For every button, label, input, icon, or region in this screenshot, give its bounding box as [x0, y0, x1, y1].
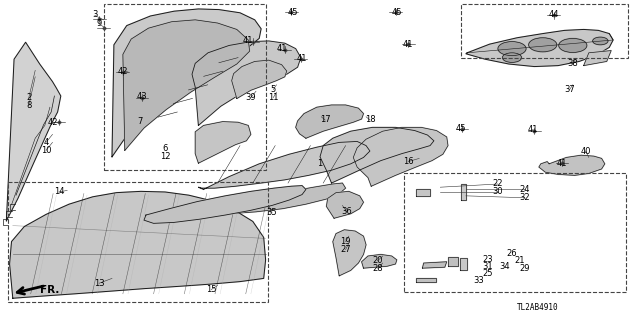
- Text: 41: 41: [527, 125, 538, 134]
- Polygon shape: [416, 278, 436, 282]
- Text: 22: 22: [493, 180, 503, 188]
- Polygon shape: [353, 127, 448, 186]
- Text: 15: 15: [206, 285, 216, 294]
- Text: 41: 41: [403, 40, 413, 49]
- Text: 27: 27: [340, 245, 351, 254]
- Polygon shape: [539, 155, 605, 175]
- Text: 4: 4: [44, 138, 49, 147]
- Text: 42: 42: [118, 67, 128, 76]
- Text: 18: 18: [365, 116, 375, 124]
- Polygon shape: [416, 189, 430, 196]
- Text: 35: 35: [267, 208, 277, 217]
- Bar: [404, 173, 626, 292]
- Polygon shape: [448, 257, 458, 266]
- Polygon shape: [326, 191, 364, 218]
- Text: 37: 37: [564, 85, 575, 94]
- Text: 42: 42: [47, 118, 58, 127]
- Text: 40: 40: [580, 147, 591, 156]
- Polygon shape: [320, 127, 434, 183]
- Circle shape: [559, 38, 587, 52]
- Polygon shape: [144, 186, 306, 223]
- Polygon shape: [112, 9, 261, 157]
- Polygon shape: [460, 258, 467, 270]
- Text: 11: 11: [268, 93, 278, 102]
- Polygon shape: [123, 20, 250, 150]
- Text: 6: 6: [163, 144, 168, 153]
- Text: 16: 16: [403, 157, 413, 166]
- Text: 14: 14: [54, 188, 64, 196]
- Text: 41: 41: [557, 159, 567, 168]
- Text: 34: 34: [499, 262, 509, 271]
- Text: 2: 2: [26, 93, 31, 102]
- Text: 36: 36: [342, 207, 352, 216]
- Polygon shape: [362, 254, 397, 268]
- Text: 5: 5: [271, 85, 276, 94]
- Text: 13: 13: [94, 279, 104, 288]
- Text: 28: 28: [372, 264, 383, 273]
- Text: 39: 39: [246, 93, 256, 102]
- Bar: [8, 182, 268, 302]
- Circle shape: [593, 37, 608, 45]
- Text: 21: 21: [515, 256, 525, 265]
- Text: TL2AB4910: TL2AB4910: [516, 303, 559, 312]
- Polygon shape: [192, 41, 301, 125]
- Text: 31: 31: [483, 262, 493, 271]
- Text: 25: 25: [483, 269, 493, 278]
- Text: 24: 24: [520, 185, 530, 194]
- Text: 26: 26: [507, 249, 517, 258]
- Text: 10: 10: [41, 146, 51, 155]
- Polygon shape: [10, 191, 266, 298]
- Circle shape: [529, 38, 557, 52]
- Text: 19: 19: [340, 237, 351, 246]
- Circle shape: [502, 53, 522, 62]
- Text: 9: 9: [97, 20, 102, 28]
- Text: 23: 23: [483, 255, 493, 264]
- Text: 30: 30: [493, 188, 503, 196]
- Text: 17: 17: [320, 116, 330, 124]
- Bar: [104, 4, 266, 170]
- Polygon shape: [422, 262, 447, 268]
- Polygon shape: [461, 184, 466, 200]
- Text: 38: 38: [568, 60, 578, 68]
- Polygon shape: [296, 105, 364, 138]
- Text: 7: 7: [137, 117, 142, 126]
- Text: 41: 41: [243, 36, 253, 45]
- Polygon shape: [6, 42, 61, 221]
- Polygon shape: [584, 51, 611, 66]
- Text: 45: 45: [392, 8, 402, 17]
- Text: 1: 1: [317, 159, 323, 168]
- Text: 29: 29: [520, 264, 530, 273]
- Text: 20: 20: [372, 256, 383, 265]
- Text: 44: 44: [548, 10, 559, 19]
- Polygon shape: [198, 141, 370, 189]
- Polygon shape: [232, 60, 287, 99]
- Polygon shape: [333, 230, 366, 276]
- Text: 3: 3: [92, 10, 97, 19]
- Circle shape: [498, 42, 526, 56]
- Text: 33: 33: [474, 276, 484, 285]
- Text: 45: 45: [456, 124, 466, 133]
- Polygon shape: [212, 183, 346, 214]
- Polygon shape: [466, 29, 613, 67]
- Text: 12: 12: [160, 152, 170, 161]
- Text: 45: 45: [288, 8, 298, 17]
- Text: 43: 43: [137, 92, 147, 101]
- Text: FR.: FR.: [40, 284, 59, 295]
- Text: 32: 32: [520, 193, 530, 202]
- Bar: [461, 4, 628, 58]
- Polygon shape: [195, 122, 251, 163]
- Text: 41: 41: [276, 44, 287, 53]
- Text: 8: 8: [26, 101, 31, 110]
- Text: 41: 41: [297, 54, 307, 63]
